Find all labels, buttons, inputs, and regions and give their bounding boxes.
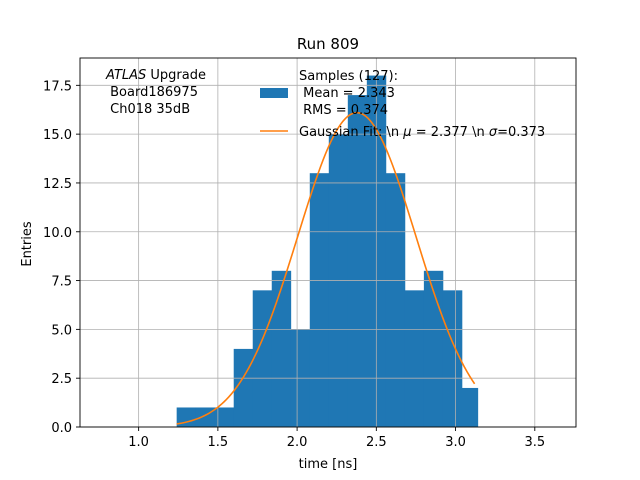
y-axis-ticks: 0.0 2.5 5.0 7.5 10.0 12.5 15.0 17.5 [43, 79, 80, 436]
legend-histogram-line-1: Samples (127): [299, 69, 398, 84]
legend-fit-label: Gaussian Fit: \n μ = 2.377 \n σ=0.373 [299, 125, 545, 140]
gaussian-fit-curve [176, 111, 476, 425]
histogram-bar [309, 173, 330, 427]
x-tick-label: 2.0 [287, 435, 308, 450]
legend-fit-part-3: = 2.377 \n [412, 125, 489, 140]
histogram-bar [176, 407, 197, 427]
y-tick-label: 12.5 [43, 177, 72, 192]
x-axis-ticks: 1.0 1.5 2.0 2.5 3.0 3.5 [128, 427, 545, 450]
histogram-bar [252, 290, 273, 427]
x-axis-label: time [ns] [299, 457, 358, 472]
axes [79, 57, 577, 428]
histogram-bar [214, 407, 235, 427]
legend-histogram-line-2: Mean = 2.343 [299, 86, 395, 101]
y-tick-label: 7.5 [51, 275, 72, 290]
y-tick-label: 17.5 [43, 79, 72, 94]
atlas-annotation: ATLAS Upgrade Board186975 Ch018 35dB [105, 68, 206, 117]
plot-frame [79, 57, 577, 428]
histogram-bar [404, 290, 425, 427]
y-axis-label: Entries [20, 221, 35, 267]
histogram-bar [442, 290, 463, 427]
x-tick-label: 2.5 [366, 435, 387, 450]
x-tick-label: 3.5 [524, 435, 545, 450]
legend-fit-mu: μ [402, 125, 411, 140]
annotation-atlas-word: ATLAS [105, 68, 146, 83]
y-tick-label: 10.0 [43, 226, 72, 241]
annotation-line-1: ATLAS Upgrade [105, 68, 206, 83]
chart-title: Run 809 [297, 35, 359, 53]
y-tick-label: 2.5 [51, 372, 72, 387]
legend-fit-sigma: σ [489, 125, 498, 140]
legend-fit-part-5: =0.373 [497, 125, 545, 140]
histogram-bar [461, 387, 479, 427]
legend-histogram-line-3: RMS = 0.374 [299, 103, 388, 118]
y-tick-label: 0.0 [51, 421, 72, 436]
gaussian-fit [176, 111, 476, 425]
histogram-bar [385, 173, 406, 427]
x-tick-label: 1.5 [208, 435, 229, 450]
legend: Samples (127): Mean = 2.343 RMS = 0.374 … [260, 69, 545, 140]
annotation-upgrade-word: Upgrade [146, 68, 206, 83]
histogram-bar [347, 95, 368, 427]
legend-histogram-patch [260, 88, 288, 98]
y-tick-label: 5.0 [51, 323, 72, 338]
legend-fit-part-1: Gaussian Fit: \n [299, 125, 403, 140]
annotation-line-2: Board186975 [106, 85, 198, 100]
x-tick-label: 3.0 [445, 435, 466, 450]
annotation-line-3: Ch018 35dB [106, 102, 190, 117]
x-tick-label: 1.0 [128, 435, 149, 450]
histogram-bar [271, 270, 292, 427]
y-tick-label: 15.0 [43, 128, 72, 143]
histogram-bar [423, 270, 444, 427]
